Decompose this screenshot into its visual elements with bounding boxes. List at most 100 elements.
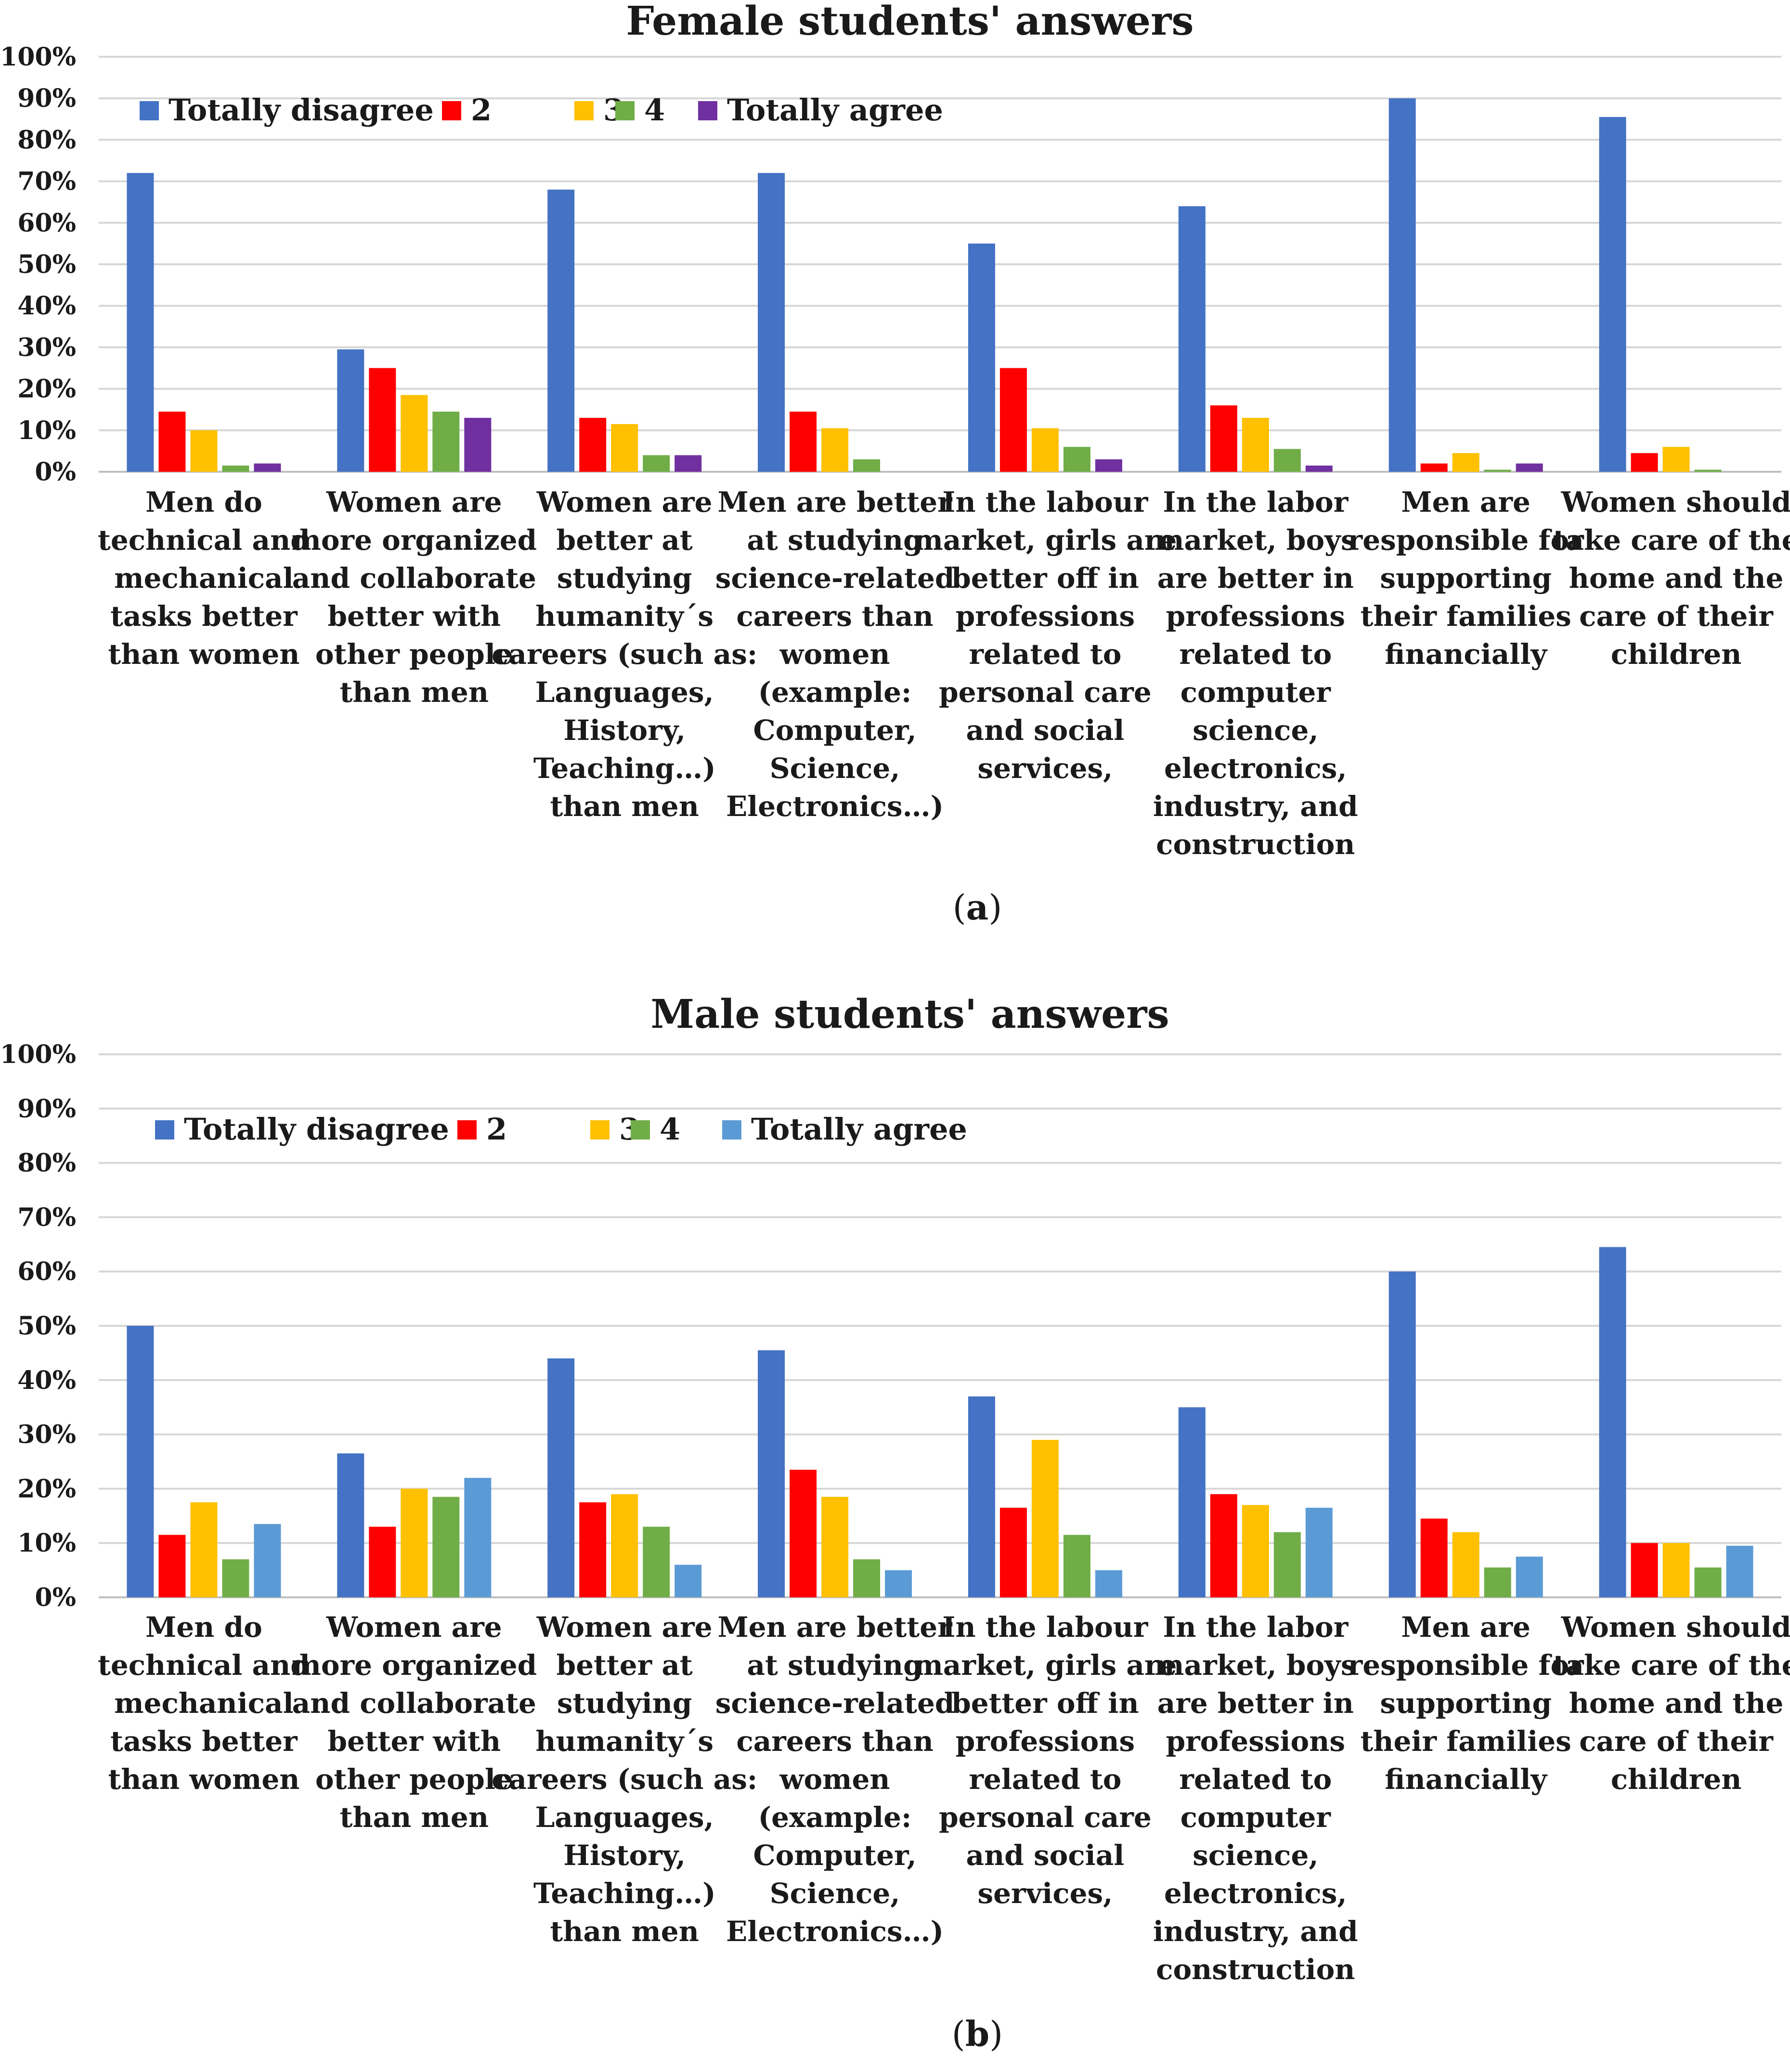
bar — [579, 1502, 607, 1597]
x-tick-label-line: mechanical — [114, 562, 293, 595]
x-tick-label-line: than women — [108, 1763, 299, 1796]
x-tick-label-line: responsible for — [1348, 1649, 1585, 1682]
bar — [1031, 428, 1059, 472]
bar — [1210, 1494, 1237, 1597]
bar — [432, 412, 460, 472]
bar — [254, 1524, 281, 1597]
bar — [1516, 463, 1543, 472]
x-tick-label-line: are better in — [1157, 562, 1354, 595]
legend-swatch — [590, 1120, 610, 1140]
x-tick-label-line: market, boys — [1154, 1649, 1356, 1682]
legend-label: Totally disagree — [184, 1112, 449, 1147]
x-tick-label-line: professions — [956, 1725, 1135, 1758]
x-tick-label-line: personal care — [939, 676, 1152, 709]
bar — [1452, 453, 1479, 472]
chart-panel-a: Female students' answers 0% 10% 20% 30% 40% 50… — [0, 0, 1790, 928]
panel-label-part: ( — [952, 2014, 965, 2054]
x-tick-label-line: take care of the — [1553, 1649, 1790, 1682]
x-tick-label-line: careers (such as: — [492, 638, 757, 671]
bar — [790, 1469, 817, 1597]
panel-label-part: b — [965, 2013, 989, 2054]
bar — [674, 1565, 702, 1597]
x-tick-label-line: Teaching…) — [533, 1877, 716, 1910]
x-tick-label-line: (example: — [758, 676, 912, 709]
bar — [1242, 417, 1269, 472]
x-tick-label-line: Electronics…) — [726, 790, 944, 823]
legend-swatch — [615, 101, 635, 120]
x-tick-label-line: technical and — [98, 1649, 310, 1682]
x-tick-label-line: studying — [557, 562, 692, 595]
panel-label: (b) — [952, 2013, 1003, 2054]
bar — [1305, 466, 1333, 472]
x-tick-label-line: humanity´s — [535, 1725, 713, 1758]
x-tick-label-line: careers than — [736, 1725, 933, 1758]
bar — [401, 395, 428, 472]
y-tick-label: 50% — [17, 250, 76, 279]
bar — [1694, 469, 1722, 472]
x-tick-label: In the labor market, boys are better in pro… — [1153, 486, 1358, 861]
x-tick-label-line: Electronics…) — [726, 1915, 944, 1948]
bar — [1273, 1532, 1301, 1597]
y-tick-label: 30% — [17, 1420, 76, 1450]
legend-label: 4 — [644, 92, 665, 128]
y-tick-label: 70% — [17, 1203, 76, 1232]
x-tick-label-line: Women are — [326, 486, 502, 518]
x-tick-label-line: science-related — [715, 1687, 955, 1720]
bar — [1178, 1407, 1206, 1597]
legend-label: 2 — [471, 92, 492, 128]
legend-label: 4 — [660, 1112, 680, 1147]
x-tick-label-line: Men are — [1401, 1611, 1531, 1644]
x-tick-label-line: care of their — [1579, 1725, 1774, 1758]
x-tick-label-line: Women are — [536, 486, 713, 518]
bar — [158, 412, 186, 472]
bar — [758, 173, 785, 472]
bar — [821, 428, 849, 472]
x-tick-label-line: Science, — [770, 752, 900, 785]
x-tick-label: Men do technical and mechanical tasks bette… — [98, 1611, 310, 1796]
bar — [369, 1527, 396, 1597]
bar — [968, 243, 995, 472]
bar — [1452, 1532, 1479, 1597]
bar — [432, 1497, 460, 1597]
x-tick-label: In the labour market, girls are better off… — [914, 1611, 1177, 1910]
y-tick-label: 100% — [0, 42, 76, 72]
x-tick-label-line: mechanical — [114, 1687, 293, 1720]
y-tick-label: 30% — [17, 333, 76, 362]
x-tick-label-line: are better in — [1157, 1687, 1354, 1720]
legend-swatch — [457, 1120, 477, 1140]
x-tick-label-line: market, boys — [1154, 524, 1356, 557]
x-tick-label-line: industry, and — [1153, 790, 1358, 823]
x-tick-label-line: Men are better — [717, 486, 953, 518]
y-tick-label: 100% — [0, 1040, 76, 1069]
y-tick-label: 10% — [17, 1528, 76, 1558]
x-tick-label-line: science, — [1193, 1839, 1318, 1872]
x-tick-label-line: than men — [550, 790, 699, 823]
x-tick-label-line: In the labour — [942, 1611, 1149, 1644]
bar — [853, 1559, 881, 1597]
x-tick-label-line: Men are better — [717, 1611, 953, 1644]
x-tick-label-line: other people — [315, 1763, 513, 1796]
bar — [190, 1502, 218, 1597]
x-tick-label-line: electronics, — [1164, 1877, 1347, 1910]
bar — [1484, 469, 1511, 472]
y-tick-label: 10% — [17, 416, 76, 445]
x-tick-label-line: science, — [1193, 714, 1318, 747]
panel-label-part: ) — [989, 2014, 1003, 2054]
x-tick-label-line: their families — [1361, 600, 1571, 633]
bar — [464, 417, 492, 472]
x-tick-label: In the labour market, girls are better off… — [914, 486, 1177, 785]
x-tick-label-line: supporting — [1380, 562, 1552, 595]
legend-swatch — [722, 1120, 741, 1140]
x-tick-label-line: services, — [977, 1877, 1113, 1910]
x-tick-label-line: Computer, — [753, 1839, 916, 1872]
x-tick-label-line: careers (such as: — [492, 1763, 757, 1796]
x-tick-label-line: than men — [550, 1915, 699, 1948]
legend-label: Totally agree — [751, 1112, 967, 1147]
bar — [885, 1570, 912, 1597]
bar — [222, 1559, 249, 1597]
x-tick-label: Men are responsible for supporting their fa… — [1348, 486, 1585, 671]
x-tick-label-line: (example: — [758, 1801, 912, 1834]
bar — [1599, 117, 1626, 472]
bar — [853, 459, 881, 472]
